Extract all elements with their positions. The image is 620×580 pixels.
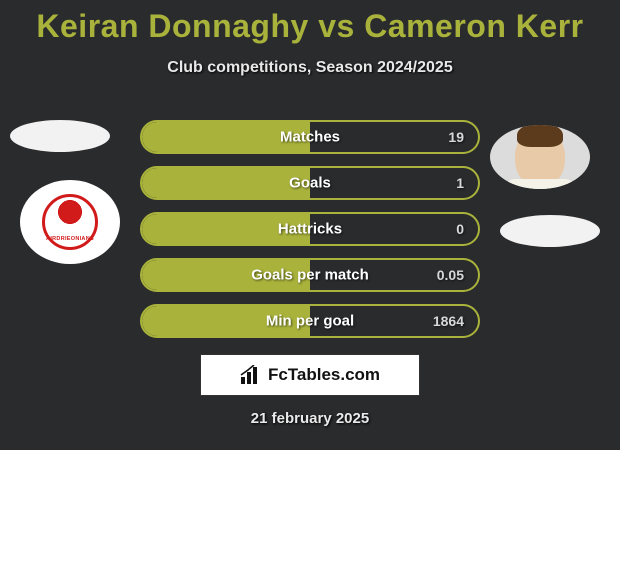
stat-value: 19 [448,129,464,145]
stat-label: Min per goal [142,313,478,330]
stat-row-hattricks: Hattricks 0 [140,212,480,246]
comparison-widget: Keiran Donnaghy vs Cameron Kerr Club com… [0,0,620,450]
club-badge-icon: AIRDRIEONIANS [42,194,98,250]
avatar-hair-shape [517,125,563,147]
bar-chart-icon [240,365,262,385]
stat-row-min-per-goal: Min per goal 1864 [140,304,480,338]
stats-list: Matches 19 Goals 1 Hattricks 0 Goals per… [140,120,480,350]
stat-row-goals-per-match: Goals per match 0.05 [140,258,480,292]
player1-avatar-placeholder [10,120,110,152]
stat-label: Matches [142,129,478,146]
brand-link[interactable]: FcTables.com [200,354,420,396]
stat-row-goals: Goals 1 [140,166,480,200]
brand-text: FcTables.com [268,365,380,385]
stat-value: 1864 [433,313,464,329]
stat-row-matches: Matches 19 [140,120,480,154]
avatar-face-shape [515,129,565,189]
stat-label: Goals [142,175,478,192]
club-badge-text: AIRDRIEONIANS [46,236,94,247]
stat-value: 1 [456,175,464,191]
widget-background-bottom [0,450,620,580]
date-label: 21 february 2025 [0,410,620,427]
stat-value: 0 [456,221,464,237]
stat-label: Hattricks [142,221,478,238]
player1-club-badge: AIRDRIEONIANS [20,180,120,264]
player2-club-placeholder [500,215,600,247]
subtitle: Club competitions, Season 2024/2025 [0,59,620,77]
stat-value: 0.05 [437,267,464,283]
page-title: Keiran Donnaghy vs Cameron Kerr [0,0,620,45]
player2-avatar [490,125,590,189]
stat-label: Goals per match [142,267,478,284]
avatar-shirt-shape [505,179,575,189]
